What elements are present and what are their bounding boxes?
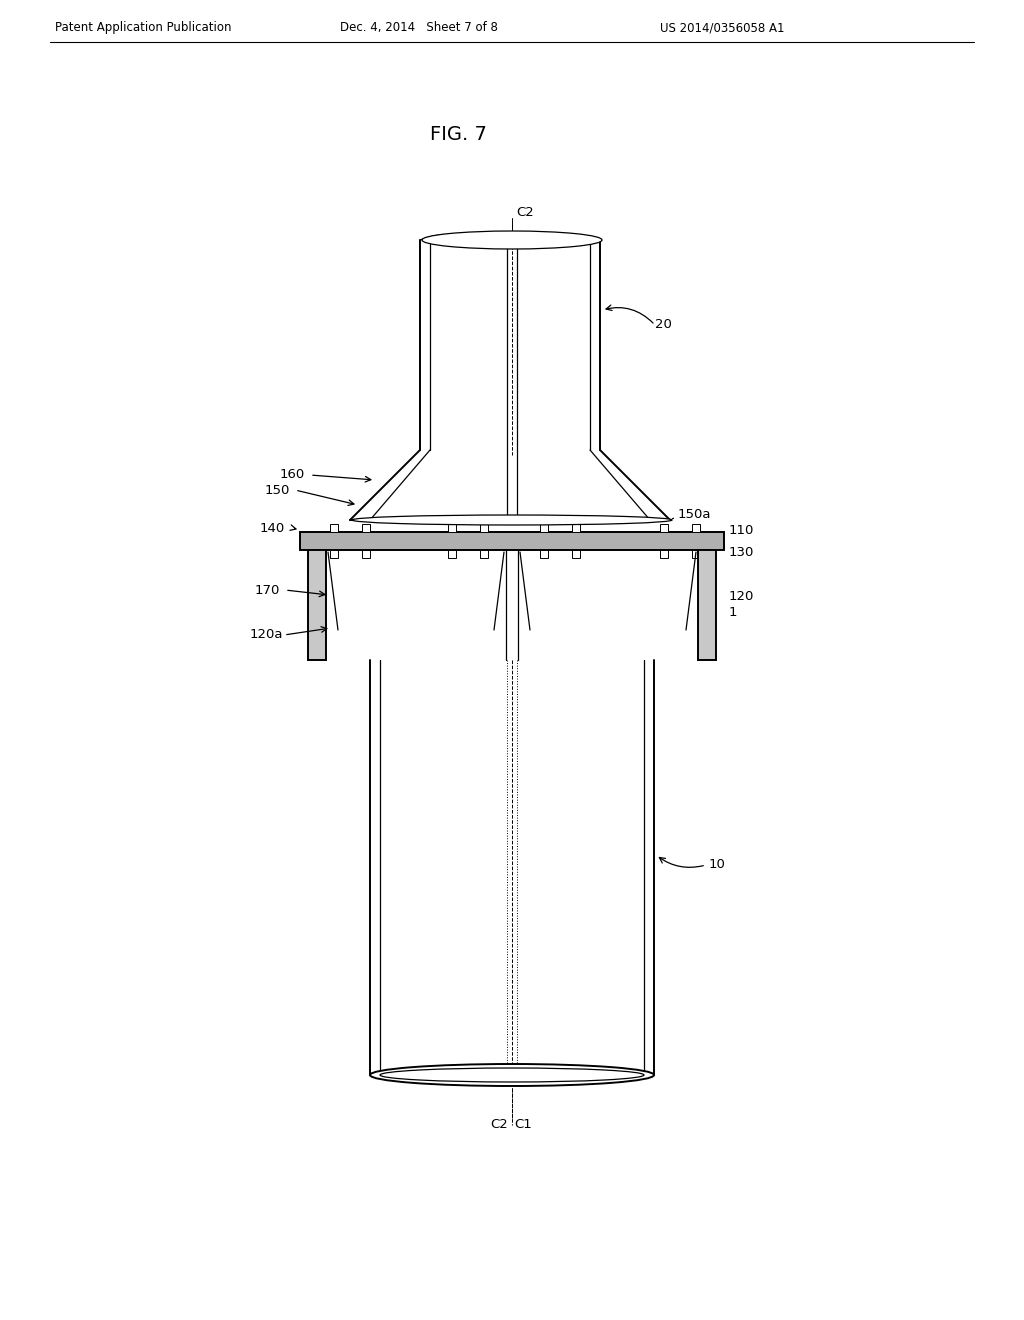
Ellipse shape (370, 1064, 654, 1086)
Text: 140: 140 (260, 521, 286, 535)
Bar (330, 550, 338, 558)
Text: 120: 120 (729, 590, 755, 603)
Bar (660, 550, 668, 558)
Bar (300, 532, 724, 550)
Bar (362, 524, 370, 532)
Bar (480, 524, 488, 532)
Bar (480, 550, 488, 558)
Text: US 2014/0356058 A1: US 2014/0356058 A1 (660, 21, 784, 34)
Bar (449, 550, 456, 558)
Bar (449, 524, 456, 532)
Text: FIG. 7: FIG. 7 (430, 125, 486, 144)
Bar (540, 550, 548, 558)
Bar (698, 550, 716, 660)
Text: Dec. 4, 2014   Sheet 7 of 8: Dec. 4, 2014 Sheet 7 of 8 (340, 21, 498, 34)
Bar (540, 524, 548, 532)
Bar (330, 524, 338, 532)
Ellipse shape (352, 515, 672, 525)
Text: 1: 1 (729, 606, 737, 619)
Text: C2: C2 (516, 206, 534, 219)
Text: 130: 130 (729, 545, 755, 558)
Bar (308, 550, 326, 660)
Ellipse shape (380, 1068, 644, 1082)
Text: 120a: 120a (250, 628, 284, 642)
Text: 150: 150 (265, 483, 291, 496)
Text: 170: 170 (255, 583, 281, 597)
Bar (572, 524, 580, 532)
Text: C2: C2 (490, 1118, 508, 1131)
Text: 160: 160 (280, 469, 305, 482)
Bar (692, 550, 700, 558)
Text: 20: 20 (655, 318, 672, 331)
Text: Patent Application Publication: Patent Application Publication (55, 21, 231, 34)
Ellipse shape (422, 231, 602, 249)
Bar (692, 524, 700, 532)
Bar (572, 550, 580, 558)
Text: C1: C1 (514, 1118, 531, 1131)
Text: 110: 110 (729, 524, 755, 536)
Bar (362, 550, 370, 558)
Text: 10: 10 (709, 858, 726, 871)
Bar (660, 524, 668, 532)
Text: 150a: 150a (678, 508, 712, 521)
